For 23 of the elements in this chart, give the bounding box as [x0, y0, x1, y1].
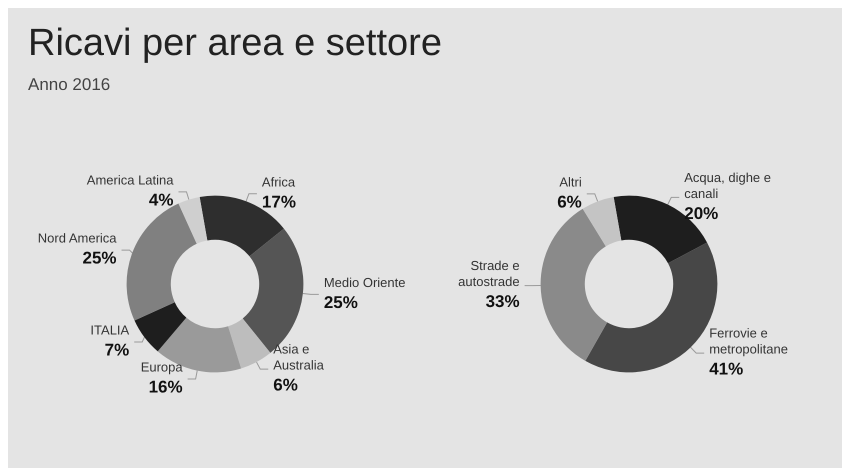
data-label: 6% [557, 192, 582, 212]
slice-label: Strade e autostrade [458, 258, 520, 290]
chart-subtitle: Anno 2016 [28, 75, 112, 95]
data-label: 41% [709, 360, 744, 379]
slice-label: Medio Oriente [324, 274, 406, 290]
slice-label: Nord America [38, 230, 118, 246]
slice-label: Ferrovie e metropolitane [709, 326, 788, 357]
data-label: 4% [148, 190, 174, 210]
chart-title: Ricavi per area e settore [28, 22, 443, 65]
slice-label: Europa [140, 360, 184, 375]
slice-label: ITALIA [90, 322, 130, 338]
data-label: 17% [262, 192, 296, 212]
data-label: 25% [82, 248, 117, 268]
data-label: 20% [684, 204, 718, 223]
data-label: 6% [273, 376, 298, 395]
data-label: 7% [104, 340, 130, 360]
data-label: 16% [148, 378, 183, 397]
slice-label: Altri [559, 174, 582, 190]
data-label: 33% [486, 292, 520, 312]
slice-label: Africa [262, 174, 296, 190]
slice-label: America Latina [86, 172, 174, 188]
data-label: 25% [324, 292, 358, 312]
slice-label: Acqua, dighe e canali [684, 170, 771, 201]
